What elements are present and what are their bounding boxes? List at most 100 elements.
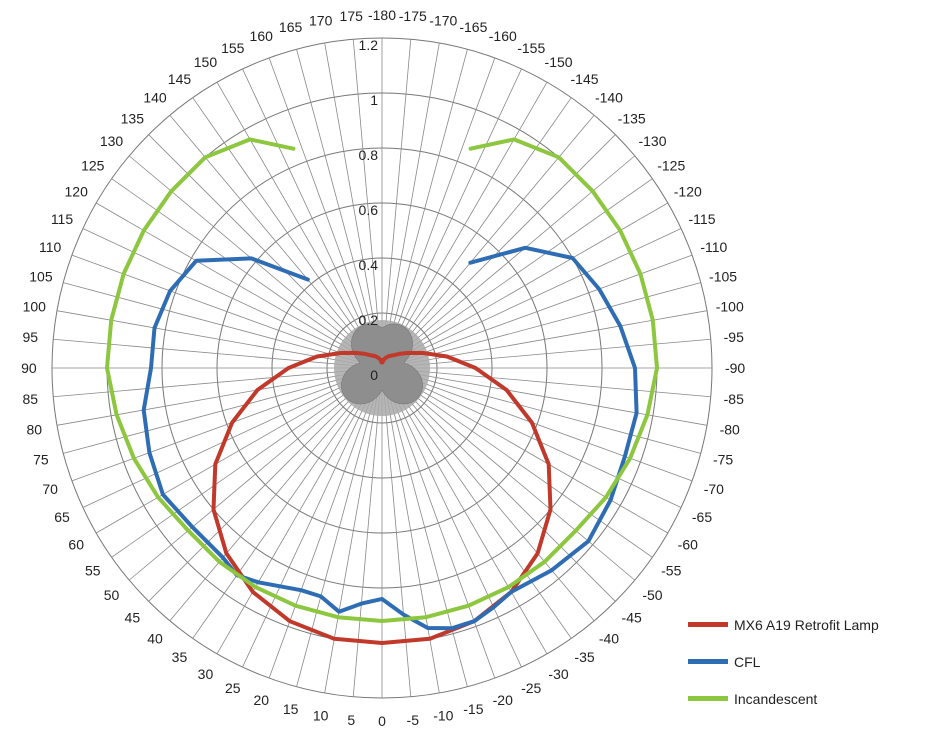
angle-tick-label: -175	[399, 8, 427, 24]
angle-tick-label: 50	[104, 587, 120, 603]
angle-tick-label: -70	[704, 481, 724, 497]
grid-spoke	[242, 68, 383, 369]
angle-tick-label: -5	[407, 712, 420, 728]
radial-tick-label: 0.6	[359, 202, 379, 218]
radial-tick-label: 0	[370, 367, 378, 383]
radial-tick-label: 0.8	[359, 147, 379, 163]
angle-tick-label: 25	[225, 680, 241, 696]
angle-tick-label: 160	[250, 28, 274, 44]
angle-tick-label: 155	[221, 40, 245, 56]
angle-tick-label: -85	[724, 391, 744, 407]
angle-tick-label: -90	[725, 360, 745, 376]
angle-tick-label: -55	[661, 563, 681, 579]
angle-tick-label: 165	[279, 19, 303, 35]
grid-spoke	[268, 57, 383, 369]
radial-tick-label: 1	[370, 92, 378, 108]
angle-tick-label: -100	[716, 299, 744, 315]
radial-tick-label: 1.2	[359, 37, 379, 53]
angle-tick-label: -45	[622, 610, 642, 626]
grid-spoke	[381, 49, 468, 369]
angle-tick-label: -80	[720, 421, 740, 437]
grid-spoke	[63, 367, 383, 454]
grid-spoke	[381, 367, 595, 622]
angle-tick-label: 135	[121, 110, 145, 126]
grid-spoke	[96, 367, 383, 534]
angle-tick-label: -115	[689, 211, 716, 227]
grid-spoke	[82, 228, 383, 369]
grid-spoke	[381, 57, 496, 369]
angle-tick-label: -155	[517, 40, 545, 56]
angle-tick-label: 110	[39, 239, 62, 255]
grid-spoke	[352, 39, 383, 369]
grid-spoke	[381, 367, 708, 426]
angle-tick-label: 120	[65, 183, 89, 199]
grid-spoke	[381, 254, 693, 369]
grid-spoke	[192, 367, 383, 639]
angle-tick-label: 85	[22, 391, 38, 407]
angle-tick-label: -10	[433, 708, 453, 724]
angle-tick-label: -130	[638, 133, 666, 149]
grid-spoke	[128, 367, 383, 581]
grid-spoke	[381, 367, 668, 534]
angle-tick-label: 10	[313, 708, 329, 724]
grid-spoke	[381, 42, 440, 369]
angle-tick-label: 95	[22, 329, 38, 345]
grid-spoke	[169, 367, 383, 622]
legend-swatch	[688, 696, 728, 701]
angle-tick-label: -20	[493, 692, 513, 708]
grid-spoke	[381, 367, 548, 654]
grid-spoke	[96, 202, 383, 369]
angle-tick-label: 115	[51, 211, 74, 227]
angle-tick-label: -110	[700, 239, 727, 255]
grid-spoke	[148, 367, 383, 602]
legend-label: Incandescent	[734, 690, 818, 707]
angle-tick-label: 20	[253, 692, 269, 708]
legend-swatch	[688, 622, 728, 627]
angle-tick-label: -120	[674, 183, 702, 199]
angle-tick-label: -165	[459, 19, 487, 35]
angle-tick-label: 170	[309, 12, 333, 28]
angle-tick-label: 125	[81, 157, 105, 173]
grid-spoke	[242, 367, 383, 668]
grid-spoke	[216, 367, 383, 654]
series-line	[105, 137, 659, 623]
grid-spoke	[71, 367, 383, 482]
grid-spoke	[296, 367, 383, 687]
angle-tick-label: 100	[23, 299, 47, 315]
angle-tick-label: 30	[198, 666, 214, 682]
grid-spoke	[111, 367, 383, 558]
grid-spoke	[324, 42, 383, 369]
angle-tick-label: 35	[172, 649, 188, 665]
grid-spoke	[296, 49, 383, 369]
series-line	[211, 350, 553, 645]
series-lines	[105, 137, 659, 645]
angle-tick-label: -145	[571, 71, 599, 87]
angle-tick-label: 0	[378, 713, 386, 729]
angle-tick-label: 55	[85, 563, 101, 579]
angle-tick-label: 140	[143, 90, 167, 106]
angle-tick-label: 175	[340, 8, 364, 24]
angle-tick-label: -15	[463, 701, 483, 717]
angle-tick-label: -40	[599, 630, 619, 646]
angle-tick-label: 80	[26, 421, 42, 437]
grid-spoke	[381, 367, 572, 639]
angle-tick-label: -135	[618, 110, 646, 126]
angle-tick-label: 75	[33, 451, 49, 467]
legend: MX6 A19 Retrofit Lamp CFL Incandescent	[688, 606, 938, 717]
grid-spoke	[381, 367, 701, 454]
angle-tick-label: -105	[709, 269, 737, 285]
angle-tick-label: -170	[429, 12, 457, 28]
angle-tick-label: 150	[194, 54, 218, 70]
grid-spoke	[381, 39, 412, 369]
grid-spoke	[381, 367, 468, 687]
angle-tick-labels: -180 -175 -170 -165-160-155-150-145-140-135…	[21, 7, 745, 729]
angle-tick-label: -35	[574, 649, 594, 665]
angle-tick-label: 105	[29, 269, 53, 285]
legend-item: Incandescent	[688, 680, 938, 717]
angle-tick-label: 45	[125, 610, 141, 626]
radial-tick-labels: 0 0.2 0.4 0.6 0.8 1 1.2	[359, 37, 379, 383]
grid-spoke	[381, 367, 711, 398]
grid-spoke	[71, 254, 383, 369]
angle-tick-label: -65	[692, 509, 712, 525]
legend-label: MX6 A19 Retrofit Lamp	[734, 616, 879, 633]
